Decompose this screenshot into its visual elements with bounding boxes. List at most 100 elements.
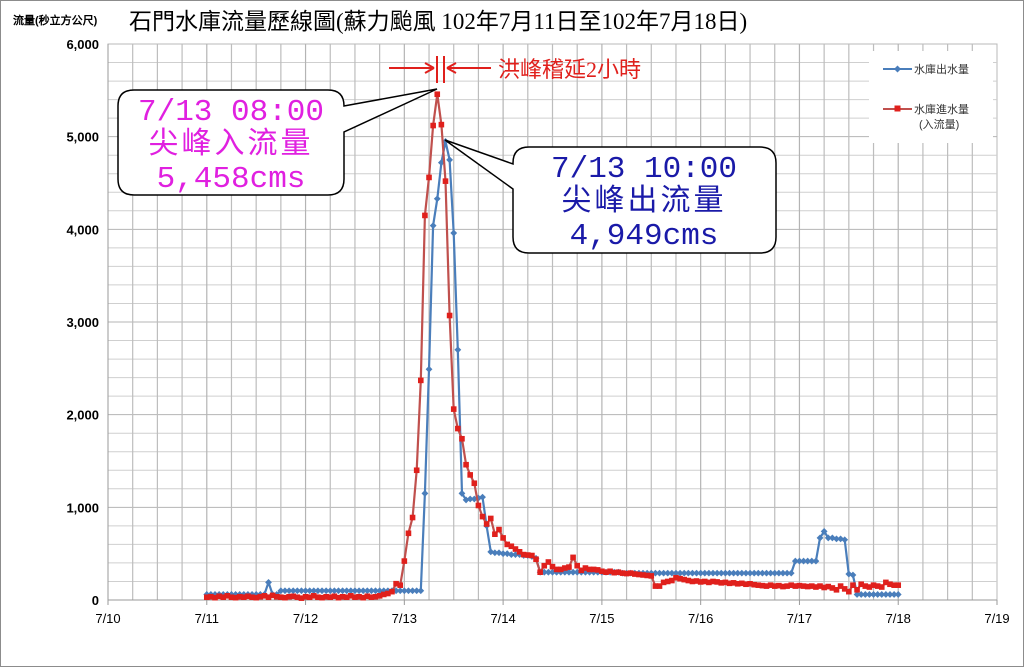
- arrow-left-icon: [446, 62, 457, 74]
- data-point-diamond: [363, 587, 371, 595]
- data-point-square: [578, 567, 585, 574]
- x-tick-label: 7/17: [787, 611, 812, 626]
- data-point-square: [253, 594, 259, 601]
- data-point-square: [261, 593, 268, 599]
- x-tick-label: 7/18: [886, 611, 911, 626]
- data-point-diamond: [335, 587, 342, 595]
- data-point-square: [792, 583, 799, 589]
- data-point-square: [570, 554, 576, 561]
- data-point-square: [640, 572, 646, 578]
- x-tick-label: 7/12: [293, 611, 318, 626]
- data-point-diamond: [289, 587, 297, 595]
- data-point-square: [397, 582, 404, 588]
- data-point-diamond: [812, 557, 820, 565]
- data-point-square: [673, 574, 679, 581]
- data-point-square: [529, 552, 535, 559]
- y-axis-label: 流量(秒立方公尺): [13, 13, 98, 27]
- data-point-diamond: [450, 229, 458, 237]
- data-point-square: [726, 580, 733, 587]
- data-point-diamond: [763, 569, 770, 577]
- data-point-square: [788, 582, 795, 588]
- data-point-square: [739, 580, 745, 587]
- data-point-square: [883, 579, 889, 586]
- data-point-square: [446, 312, 453, 319]
- lag-annotation: [389, 56, 491, 83]
- data-point-diamond: [804, 557, 812, 565]
- data-point-square: [343, 594, 350, 601]
- data-point-square: [273, 593, 280, 600]
- data-point-square: [776, 582, 782, 589]
- data-point-square: [257, 593, 264, 600]
- data-point-square: [315, 594, 321, 601]
- peak-inflow-value: 5,458cms: [157, 162, 306, 197]
- data-point-square: [590, 566, 597, 573]
- data-point-square: [376, 593, 383, 599]
- data-point-square: [459, 435, 465, 442]
- data-point-square: [549, 563, 556, 570]
- peak-outflow-label: 尖峰出流量: [562, 184, 727, 217]
- data-point-diamond: [861, 591, 869, 598]
- data-point-square: [500, 535, 506, 541]
- data-point-square: [804, 583, 811, 590]
- data-point-square: [895, 582, 902, 588]
- data-point-square: [677, 575, 683, 582]
- data-point-square: [800, 583, 807, 589]
- data-point-square: [603, 569, 609, 575]
- data-point-diamond: [779, 569, 787, 577]
- data-point-square: [685, 577, 692, 584]
- x-tick-label: 7/16: [688, 611, 713, 626]
- data-point-square: [701, 578, 708, 585]
- y-tick-label: 6,000: [66, 37, 99, 52]
- peak-inflow-callout: 7/13 08:00 尖峰入流量 5,458cms: [117, 88, 438, 197]
- data-point-diamond: [660, 569, 668, 577]
- data-point-square: [426, 174, 432, 181]
- data-point-diamond: [717, 569, 725, 577]
- lag-label: 洪峰稽延2小時: [498, 57, 641, 82]
- data-point-diamond: [878, 591, 886, 598]
- data-point-square: [689, 578, 696, 585]
- data-point-square: [553, 566, 560, 573]
- x-tick-label: 7/14: [490, 611, 515, 626]
- data-point-square: [837, 583, 844, 589]
- data-point-square: [352, 594, 358, 601]
- data-point-square: [372, 593, 379, 600]
- data-point-diamond: [713, 569, 721, 577]
- data-point-diamond: [750, 569, 758, 577]
- y-tick-label: 1,000: [66, 500, 99, 515]
- data-point-diamond: [894, 591, 902, 598]
- data-point-square: [755, 582, 762, 588]
- data-point-square: [537, 569, 543, 575]
- data-point-diamond: [796, 557, 803, 565]
- data-point-diamond: [874, 591, 882, 598]
- data-point-square: [417, 377, 424, 384]
- data-point-square: [216, 593, 222, 600]
- data-point-square: [796, 582, 803, 589]
- data-point-square: [364, 593, 371, 600]
- data-point-diamond: [693, 569, 700, 577]
- data-point-square: [722, 579, 729, 586]
- data-point-diamond: [680, 569, 688, 577]
- data-point-square: [759, 582, 766, 589]
- data-point-diamond: [882, 591, 890, 598]
- y-tick-label: 3,000: [66, 315, 99, 330]
- data-point-diamond: [302, 587, 309, 595]
- y-tick-label: 0: [92, 593, 99, 608]
- data-point-diamond: [355, 587, 363, 595]
- x-tick-label: 7/19: [984, 611, 1009, 626]
- x-tick-label: 7/11: [195, 611, 219, 626]
- data-point-diamond: [676, 569, 684, 577]
- data-point-diamond: [396, 587, 404, 595]
- x-tick-label: 7/13: [392, 611, 417, 626]
- data-point-diamond: [495, 549, 503, 557]
- data-point-square: [269, 592, 276, 599]
- data-point-diamond: [800, 557, 807, 565]
- data-point-square: [594, 567, 601, 573]
- data-point-square: [282, 594, 288, 601]
- data-point-diamond: [330, 587, 338, 595]
- data-point-square: [878, 584, 885, 590]
- data-point-diamond: [298, 587, 305, 595]
- data-point-square: [241, 594, 247, 601]
- data-point-square: [813, 584, 819, 590]
- data-point-diamond: [351, 587, 359, 595]
- data-point-diamond: [429, 222, 437, 230]
